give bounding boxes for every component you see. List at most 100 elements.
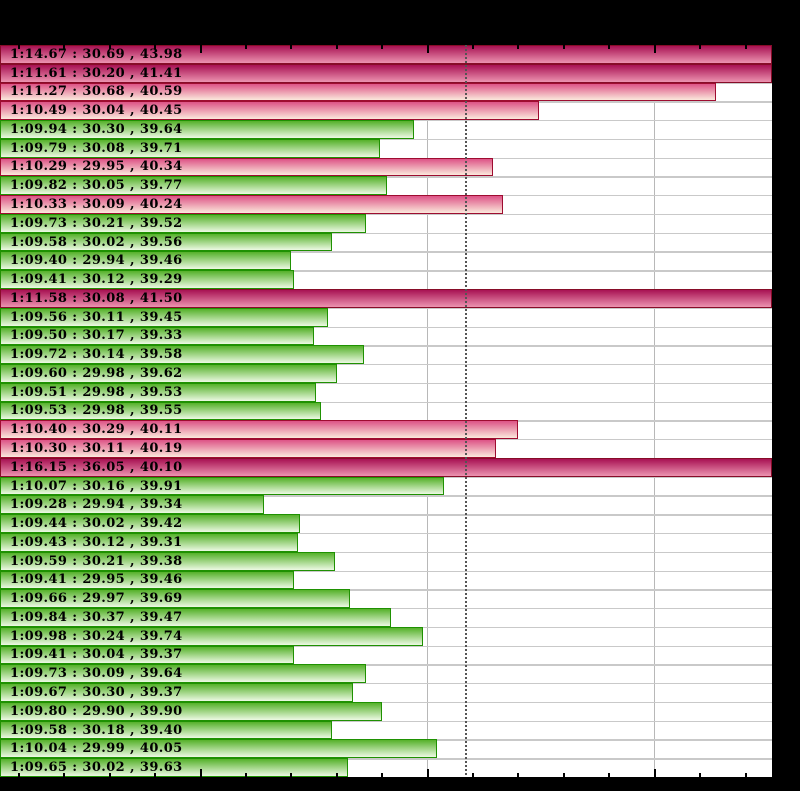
- axis-tick-top-minor: [608, 45, 611, 49]
- lap-bar[interactable]: 1:09.44 : 30.02 , 39.42: [0, 514, 301, 533]
- lap-label: 1:09.51 : 29.98 , 39.53: [10, 384, 183, 400]
- lap-bar[interactable]: 1:09.73 : 30.21 , 39.52: [0, 213, 367, 233]
- lap-bar[interactable]: 1:09.66 : 29.97 , 39.69: [0, 589, 351, 609]
- lap-label: 1:10.07 : 30.16 , 39.91: [10, 478, 183, 494]
- lap-label: 1:09.65 : 30.02 , 39.63: [10, 760, 183, 776]
- row-gridline: [0, 232, 772, 234]
- lap-label: 1:09.66 : 29.97 , 39.69: [10, 591, 183, 607]
- axis-tick-top-major: [199, 45, 202, 53]
- axis-tick-top-minor: [381, 45, 384, 49]
- lap-bar[interactable]: 1:09.94 : 30.30 , 39.64: [0, 120, 414, 139]
- row-gridline: [0, 307, 772, 310]
- row-gridline: [0, 382, 772, 385]
- axis-tick-bottom-minor: [472, 773, 475, 777]
- lap-bar[interactable]: 1:09.80 : 29.90 , 39.90: [0, 701, 383, 721]
- lap-bar[interactable]: 1:09.67 : 30.30 , 39.37: [0, 683, 353, 702]
- lap-bar[interactable]: 1:10.29 : 29.95 , 40.34: [0, 157, 494, 177]
- lap-label: 1:09.41 : 30.04 , 39.37: [10, 647, 183, 663]
- axis-tick-bottom-minor: [290, 773, 293, 777]
- lap-bar[interactable]: 1:09.41 : 30.04 , 39.37: [0, 645, 294, 665]
- axis-tick-top-minor: [63, 45, 66, 49]
- lap-bar[interactable]: 1:10.40 : 30.29 , 40.11: [0, 420, 519, 440]
- axis-tick-bottom-minor: [108, 773, 111, 777]
- lap-bar[interactable]: 1:10.33 : 30.09 , 40.24: [0, 195, 503, 214]
- lap-label: 1:14.67 : 30.69 , 43.98: [10, 46, 183, 62]
- lap-label: 1:09.73 : 30.09 , 39.64: [10, 666, 183, 682]
- row-gridline: [0, 326, 772, 328]
- row-gridline: [0, 251, 772, 253]
- lap-bar[interactable]: 1:09.41 : 30.12 , 39.29: [0, 270, 294, 289]
- lap-bar[interactable]: 1:09.79 : 30.08 , 39.71: [0, 138, 380, 158]
- lap-bar[interactable]: 1:16.15 : 36.05 , 40.10: [0, 457, 772, 477]
- row-gridline: [0, 401, 772, 403]
- axis-tick-top-minor: [472, 45, 475, 49]
- lap-label: 1:09.59 : 30.21 , 39.38: [10, 553, 183, 569]
- lap-label: 1:10.04 : 29.99 , 40.05: [10, 741, 183, 757]
- lap-bar[interactable]: 1:09.53 : 29.98 , 39.55: [0, 401, 321, 421]
- lap-bar[interactable]: 1:09.60 : 29.98 , 39.62: [0, 364, 337, 383]
- lap-label: 1:09.41 : 30.12 , 39.29: [10, 272, 183, 288]
- major-gridline-71s: [653, 45, 656, 777]
- axis-tick-bottom-minor: [562, 773, 565, 777]
- lap-bar[interactable]: 1:09.65 : 30.02 , 39.63: [0, 758, 349, 777]
- lap-bar[interactable]: 1:09.58 : 30.02 , 39.56: [0, 232, 333, 252]
- axis-tick-bottom-major: [426, 769, 429, 777]
- lap-bar[interactable]: 1:10.30 : 30.11 , 40.19: [0, 439, 496, 458]
- axis-tick-top-minor: [244, 45, 247, 49]
- lap-bar[interactable]: 1:09.58 : 30.18 , 39.40: [0, 720, 333, 740]
- lap-bar[interactable]: 1:09.73 : 30.09 , 39.64: [0, 664, 367, 684]
- lap-bar[interactable]: 1:11.58 : 30.08 , 41.50: [0, 289, 772, 308]
- lap-label: 1:09.98 : 30.24 , 39.74: [10, 628, 183, 644]
- axis-tick-bottom-minor: [63, 773, 66, 777]
- lap-label: 1:09.80 : 29.90 , 39.90: [10, 703, 183, 719]
- lap-bar[interactable]: 1:09.43 : 30.12 , 39.31: [0, 533, 299, 552]
- axis-tick-top-minor: [744, 45, 747, 49]
- lap-label: 1:09.50 : 30.17 , 39.33: [10, 328, 183, 344]
- lap-bar[interactable]: 1:10.04 : 29.99 , 40.05: [0, 739, 437, 759]
- axis-tick-top-minor: [335, 45, 338, 49]
- lap-bar[interactable]: 1:09.51 : 29.98 , 39.53: [0, 382, 317, 402]
- row-gridline: [0, 683, 772, 685]
- lap-bar[interactable]: 1:09.56 : 30.11 , 39.45: [0, 307, 328, 327]
- lap-label: 1:09.94 : 30.30 , 39.64: [10, 121, 183, 137]
- lap-bar[interactable]: 1:11.27 : 30.68 , 40.59: [0, 82, 717, 102]
- lap-bar[interactable]: 1:09.28 : 29.94 , 39.34: [0, 495, 265, 515]
- axis-tick-bottom-minor: [17, 773, 20, 777]
- lap-bar[interactable]: 1:09.40 : 29.94 , 39.46: [0, 251, 292, 271]
- lap-bar[interactable]: 1:09.72 : 30.14 , 39.58: [0, 345, 365, 365]
- axis-tick-bottom-minor: [381, 773, 384, 777]
- row-gridline: [0, 495, 772, 497]
- lap-bar[interactable]: 1:09.84 : 30.37 , 39.47: [0, 608, 392, 627]
- lap-label: 1:09.82 : 30.05 , 39.77: [10, 178, 183, 194]
- lap-bar[interactable]: 1:09.82 : 30.05 , 39.77: [0, 176, 387, 196]
- axis-tick-top-minor: [290, 45, 293, 49]
- lap-bar[interactable]: 1:11.61 : 30.20 , 41.41: [0, 63, 772, 83]
- row-gridline: [0, 570, 772, 572]
- lap-bar[interactable]: 1:09.50 : 30.17 , 39.33: [0, 326, 315, 346]
- lap-label: 1:09.53 : 29.98 , 39.55: [10, 403, 183, 419]
- lap-label: 1:09.79 : 30.08 , 39.71: [10, 140, 183, 156]
- axis-tick-bottom-minor: [699, 773, 702, 777]
- lap-label: 1:09.44 : 30.02 , 39.42: [10, 516, 183, 532]
- row-gridline: [0, 345, 772, 347]
- lap-label: 1:09.72 : 30.14 , 39.58: [10, 347, 183, 363]
- axis-tick-bottom-minor: [517, 773, 520, 777]
- lap-bar[interactable]: 1:10.07 : 30.16 , 39.91: [0, 476, 444, 496]
- lap-bar[interactable]: 1:10.49 : 30.04 , 40.45: [0, 101, 539, 121]
- axis-tick-top-minor: [517, 45, 520, 49]
- axis-tick-bottom-minor: [335, 773, 338, 777]
- lap-label: 1:11.61 : 30.20 , 41.41: [10, 65, 183, 81]
- axis-tick-bottom-minor: [744, 773, 747, 777]
- lap-bar[interactable]: 1:09.41 : 29.95 , 39.46: [0, 570, 294, 590]
- row-gridline: [0, 758, 772, 760]
- lap-bar[interactable]: 1:14.67 : 30.69 , 43.98: [0, 45, 772, 64]
- lap-label: 1:09.60 : 29.98 , 39.62: [10, 365, 183, 381]
- row-gridline: [0, 664, 772, 666]
- plot-area: 1:14.67 : 30.69 , 43.98 1:11.61 : 30.20 ,…: [0, 45, 772, 777]
- row-gridline: [0, 701, 772, 704]
- lap-bar[interactable]: 1:09.59 : 30.21 , 39.38: [0, 551, 335, 571]
- lap-label: 1:09.43 : 30.12 , 39.31: [10, 534, 183, 550]
- lap-bar[interactable]: 1:09.98 : 30.24 , 39.74: [0, 626, 424, 646]
- row-gridline: [0, 138, 772, 141]
- axis-tick-top-major: [653, 45, 656, 53]
